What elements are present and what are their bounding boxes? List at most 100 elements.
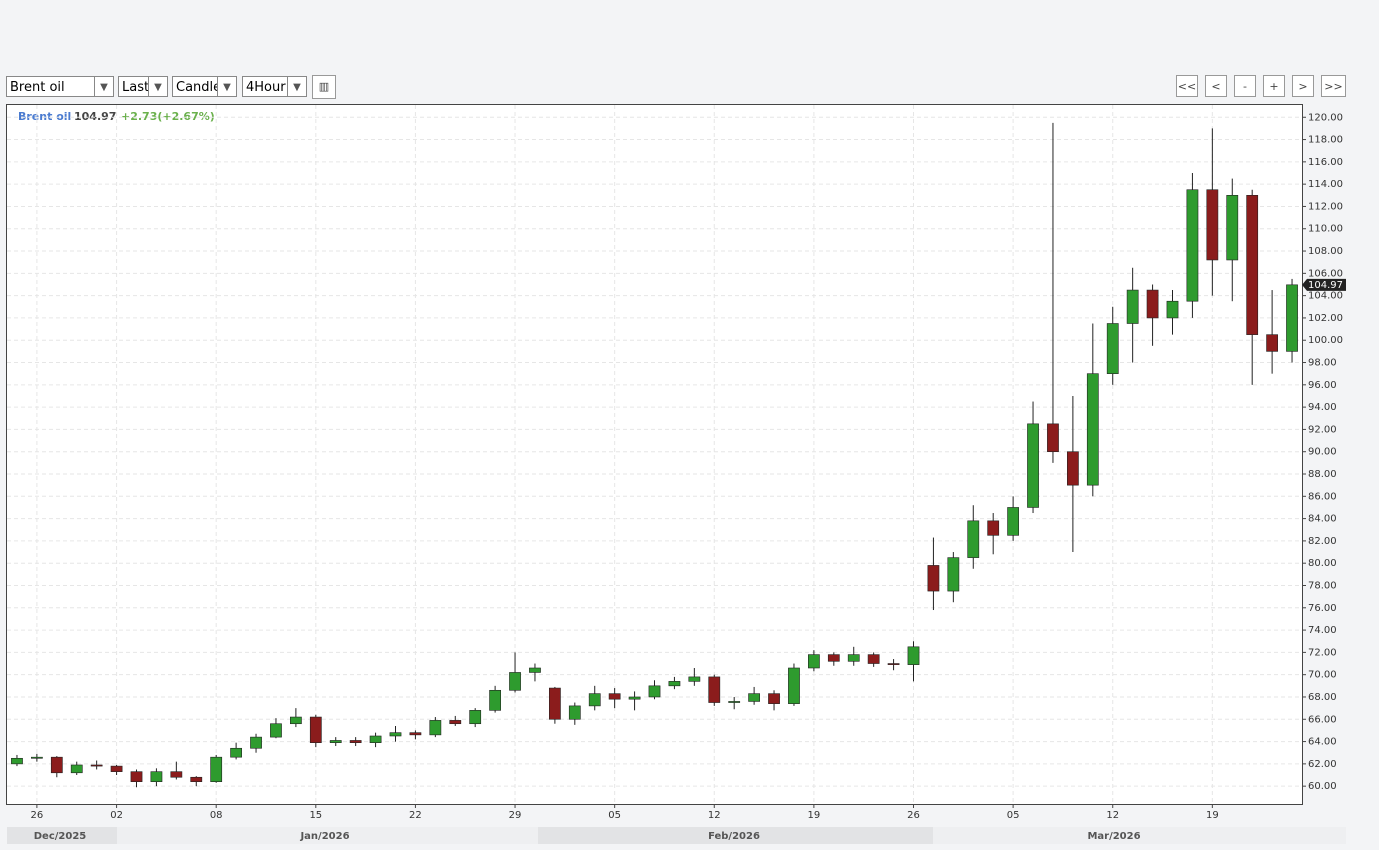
plot-frame: [6, 104, 1303, 805]
x-tick-label: 08: [210, 810, 223, 821]
candle-body: [409, 732, 422, 736]
grid: [7, 105, 1302, 804]
arrow: ▼: [148, 77, 167, 96]
candle-body: [90, 764, 103, 767]
candle-body: [808, 654, 820, 669]
candle-body: [1067, 451, 1079, 486]
candle-body: [110, 765, 123, 772]
candle-body: [788, 667, 800, 704]
x-tick-label: 12: [1106, 810, 1119, 821]
y-tick-label: 88.00: [1308, 469, 1337, 480]
x-tick-label: 26: [907, 810, 920, 821]
month-band: [7, 827, 117, 844]
candle-body: [1226, 195, 1239, 261]
interval-select[interactable]: 4Hour ▼: [242, 76, 307, 97]
y-tick-label: 110.00: [1308, 224, 1343, 235]
candle-body: [290, 716, 302, 725]
nav-button[interactable]: -: [1234, 75, 1256, 97]
candle-body: [827, 654, 840, 662]
candle-body: [927, 565, 940, 592]
month-label: Mar/2026: [1087, 831, 1140, 842]
arrow: ▼: [287, 77, 306, 96]
candle-body: [489, 689, 501, 711]
nav-button[interactable]: >: [1292, 75, 1314, 97]
candle-body: [1206, 189, 1219, 261]
candle-body: [987, 520, 1000, 536]
y-tick-label: 60.00: [1308, 781, 1337, 792]
candle-body: [648, 685, 661, 698]
candle-body: [309, 716, 322, 743]
y-tick-label: 104.00: [1308, 291, 1343, 302]
month-label: Feb/2026: [708, 831, 760, 842]
x-tick-label: 05: [608, 810, 621, 821]
x-tick-label: 19: [808, 810, 821, 821]
candle-body: [210, 756, 223, 783]
candle-body: [349, 740, 362, 743]
candle-body: [369, 735, 382, 743]
nav-button[interactable]: <<: [1176, 75, 1198, 97]
nav-button[interactable]: +: [1263, 75, 1285, 97]
y-tick-label: 72.00: [1308, 647, 1337, 658]
y-tick-label: 70.00: [1308, 670, 1337, 681]
candle-body: [1186, 189, 1199, 302]
candle-body: [628, 696, 641, 700]
candle-body: [1146, 289, 1159, 319]
price-tag: [1302, 278, 1346, 291]
y-tick-label: 64.00: [1308, 737, 1337, 748]
price-select[interactable]: Last ▼: [118, 76, 168, 97]
price-tag-label: 104.97: [1308, 280, 1343, 291]
candle-body: [967, 520, 980, 558]
legend-name: Brent oil: [18, 110, 71, 123]
candle-body: [50, 756, 63, 774]
y-tick-label: 90.00: [1308, 447, 1337, 458]
nav-button[interactable]: <: [1205, 75, 1227, 97]
arrow: ▼: [94, 77, 113, 96]
candle-body: [170, 771, 183, 778]
x-tick-label: 19: [1206, 810, 1219, 821]
candle-body: [130, 771, 143, 783]
y-tick-label: 116.00: [1308, 157, 1343, 168]
y-tick-label: 118.00: [1308, 135, 1343, 146]
candle-body: [768, 693, 780, 704]
candle-body: [608, 693, 621, 700]
candle-body: [469, 710, 482, 725]
interval: 4Hour: [246, 80, 286, 95]
y-tick-label: 96.00: [1308, 380, 1337, 391]
candle-body: [509, 672, 521, 691]
y-tick-label: 120.00: [1308, 112, 1343, 123]
y-tick-label: 92.00: [1308, 424, 1337, 435]
month-band: [538, 827, 933, 844]
candle-body: [887, 663, 900, 665]
candle-body: [907, 646, 920, 665]
candle-body: [270, 723, 282, 738]
x-tick-label: 15: [309, 810, 322, 821]
y-tick-label: 114.00: [1308, 179, 1343, 190]
y-tick-label: 112.00: [1308, 201, 1343, 212]
y-tick-label: 68.00: [1308, 692, 1337, 703]
candle-body: [329, 740, 342, 743]
x-tick-label: 22: [409, 810, 422, 821]
y-tick-label: 86.00: [1308, 491, 1337, 502]
price: Last: [122, 80, 150, 95]
y-tick-label: 80.00: [1308, 558, 1337, 569]
month-band: [117, 827, 538, 844]
month-label: Dec/2025: [34, 831, 87, 842]
candle-body: [190, 776, 203, 783]
candle-body: [1266, 334, 1278, 352]
candle-body: [1246, 195, 1259, 335]
x-tick-label: 26: [31, 810, 44, 821]
candle-body: [668, 681, 681, 687]
nav-button[interactable]: >>: [1321, 75, 1346, 97]
arrow: ▼: [217, 77, 236, 96]
y-tick-label: 76.00: [1308, 603, 1337, 614]
candle-body: [1286, 284, 1298, 352]
y-tick-label: 94.00: [1308, 402, 1337, 413]
symbol-select[interactable]: Brent oil ▼: [6, 76, 114, 97]
style-select[interactable]: Candle ▼: [172, 76, 237, 97]
indicator-button[interactable]: ▥: [312, 75, 336, 99]
x-tick-label: 12: [708, 810, 721, 821]
candle-body: [867, 654, 880, 664]
candle-body: [1027, 423, 1039, 508]
y-tick-label: 62.00: [1308, 759, 1337, 770]
